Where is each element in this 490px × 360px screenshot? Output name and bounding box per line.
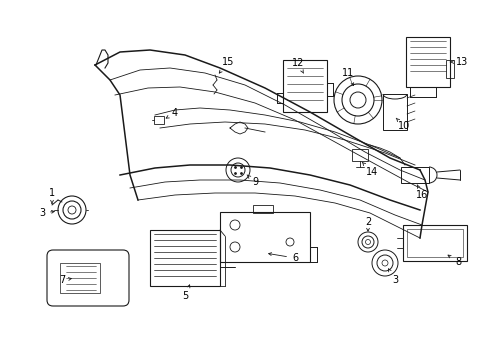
Text: 3: 3 xyxy=(39,208,54,218)
Text: 9: 9 xyxy=(247,175,258,187)
Bar xyxy=(383,94,407,130)
Text: 3: 3 xyxy=(389,269,398,285)
Bar xyxy=(220,212,310,262)
Text: 10: 10 xyxy=(396,118,410,131)
Text: 11: 11 xyxy=(342,68,354,86)
Bar xyxy=(406,37,450,87)
Text: 2: 2 xyxy=(365,217,371,231)
Bar xyxy=(407,229,463,257)
Text: 1: 1 xyxy=(49,188,55,204)
Bar xyxy=(403,225,467,261)
Text: 6: 6 xyxy=(269,253,298,263)
Text: 12: 12 xyxy=(292,58,304,73)
Text: 16: 16 xyxy=(416,185,428,200)
Bar xyxy=(154,116,164,124)
Bar xyxy=(150,230,220,286)
Text: 5: 5 xyxy=(182,285,190,301)
Bar xyxy=(352,149,368,161)
Text: 8: 8 xyxy=(448,255,461,267)
Text: 15: 15 xyxy=(220,57,234,73)
Bar xyxy=(253,205,273,213)
Text: 7: 7 xyxy=(59,275,72,285)
Text: 4: 4 xyxy=(166,108,178,118)
Bar xyxy=(446,60,454,78)
Text: 13: 13 xyxy=(450,57,468,67)
Text: 14: 14 xyxy=(362,162,378,177)
Bar xyxy=(283,60,327,112)
Bar xyxy=(401,167,429,183)
Bar xyxy=(60,263,100,293)
